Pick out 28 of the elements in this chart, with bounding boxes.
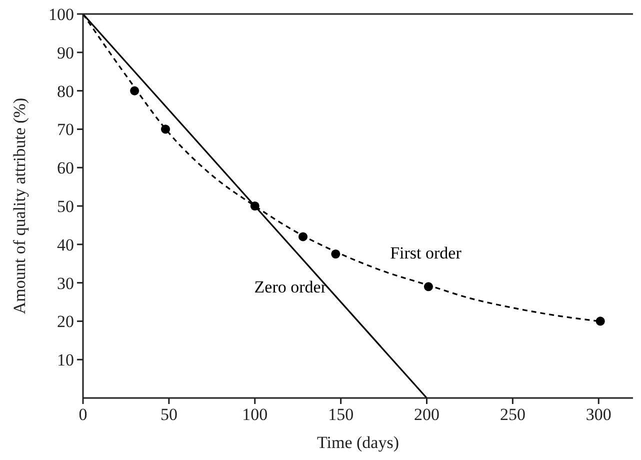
y-tick-label: 100 [48,5,74,24]
y-tick-label: 50 [57,197,74,216]
point [424,282,433,292]
y-tick-label: 10 [57,350,74,370]
x-tick-label: 150 [328,405,354,424]
x-tick-label: 250 [500,405,526,424]
point [331,249,340,259]
x-tick-label: 0 [78,405,88,424]
y-tick-label: 40 [57,235,74,254]
y-tick-label: 90 [57,43,74,62]
x-tick-label: 300 [586,405,612,424]
x-tick-label: 50 [160,405,178,424]
x-axis-title: Time (days) [316,433,400,452]
y-tick-label: 60 [57,158,74,178]
x-tick-label: 200 [414,405,440,424]
series-label: First order [390,244,462,263]
y-tick-label: 80 [57,82,74,101]
point [298,232,308,242]
point [250,201,260,211]
series-label: Zero order [254,277,327,296]
y-tick-label: 20 [57,312,74,332]
y-axis-title: Amount of quality attribute (%) [10,98,30,314]
y-tick-label: 70 [57,120,74,140]
y-tick-label: 30 [57,274,74,293]
x-tick-label: 100 [242,405,268,424]
point [130,86,140,96]
point [160,124,170,134]
point [596,316,605,326]
